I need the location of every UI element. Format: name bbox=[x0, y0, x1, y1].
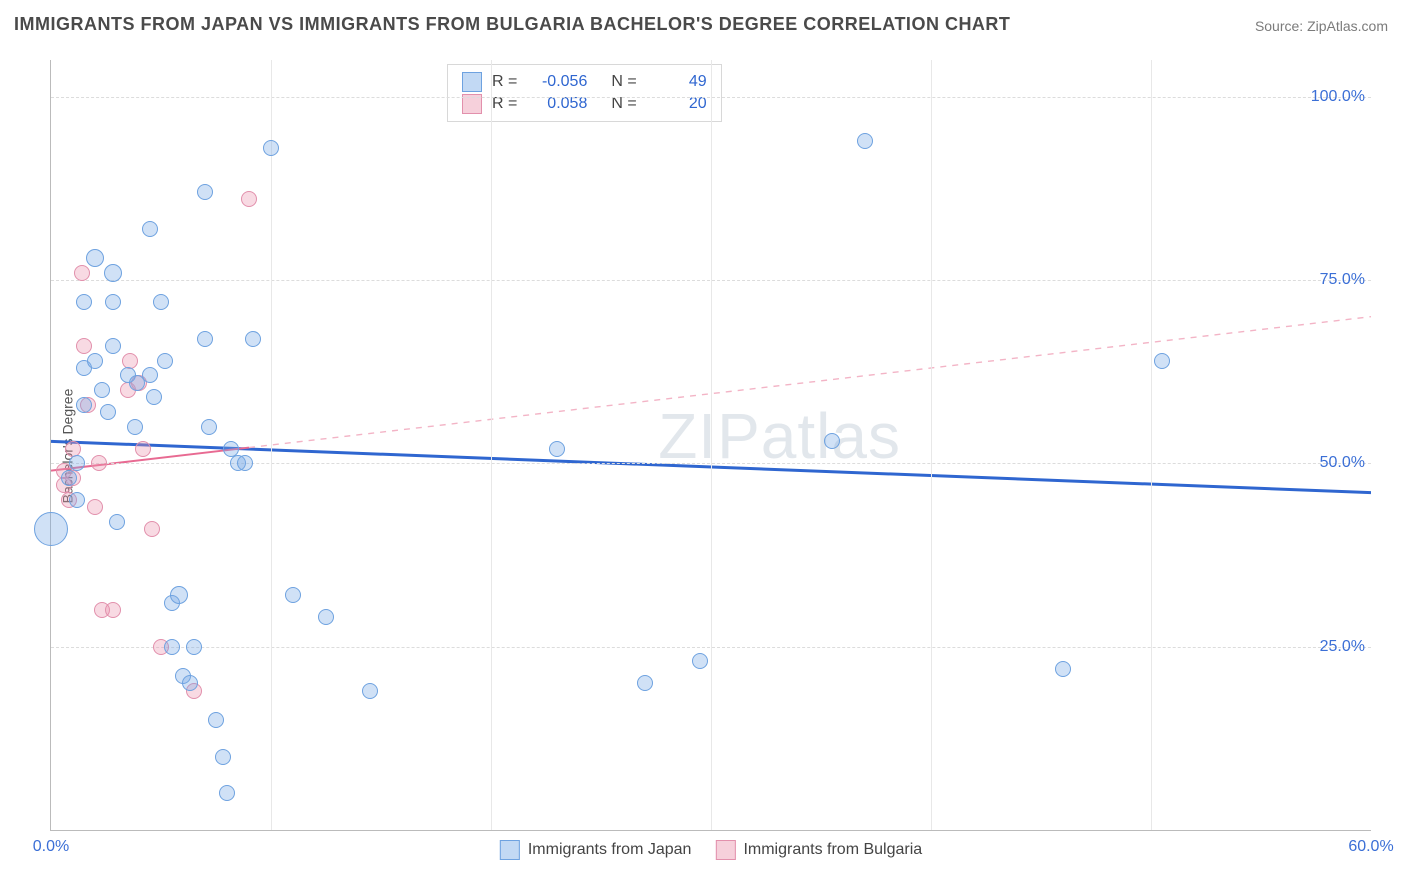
data-point bbox=[549, 441, 565, 457]
data-point bbox=[263, 140, 279, 156]
data-point bbox=[201, 419, 217, 435]
data-point bbox=[318, 609, 334, 625]
data-point bbox=[61, 470, 77, 486]
chart-title: IMMIGRANTS FROM JAPAN VS IMMIGRANTS FROM… bbox=[14, 14, 1010, 35]
data-point bbox=[142, 221, 158, 237]
data-point bbox=[109, 514, 125, 530]
data-point bbox=[69, 455, 85, 471]
data-point bbox=[87, 499, 103, 515]
gridline-v bbox=[271, 60, 272, 830]
chart-source: Source: ZipAtlas.com bbox=[1255, 18, 1388, 34]
legend-swatch bbox=[500, 840, 520, 860]
data-point bbox=[34, 512, 68, 546]
data-point bbox=[76, 397, 92, 413]
legend-swatch bbox=[462, 72, 482, 92]
legend-swatch bbox=[715, 840, 735, 860]
data-point bbox=[87, 353, 103, 369]
data-point bbox=[197, 184, 213, 200]
data-point bbox=[824, 433, 840, 449]
gridline-v bbox=[931, 60, 932, 830]
data-point bbox=[215, 749, 231, 765]
data-point bbox=[94, 382, 110, 398]
data-point bbox=[157, 353, 173, 369]
legend-n-label: N = bbox=[611, 71, 636, 93]
plot-area: ZIPatlas R =-0.056N =49R =0.058N =20 Imm… bbox=[50, 60, 1371, 831]
y-tick-label: 25.0% bbox=[1320, 638, 1365, 656]
data-point bbox=[127, 419, 143, 435]
data-point bbox=[146, 389, 162, 405]
data-point bbox=[104, 264, 122, 282]
legend-n-value: 49 bbox=[647, 71, 707, 93]
data-point bbox=[197, 331, 213, 347]
legend-series-item: Immigrants from Japan bbox=[500, 840, 692, 860]
data-point bbox=[164, 639, 180, 655]
x-tick-label: 60.0% bbox=[1348, 838, 1393, 856]
legend-series-item: Immigrants from Bulgaria bbox=[715, 840, 922, 860]
data-point bbox=[219, 785, 235, 801]
data-point bbox=[86, 249, 104, 267]
legend-series-label: Immigrants from Bulgaria bbox=[743, 841, 922, 858]
data-point bbox=[170, 586, 188, 604]
data-point bbox=[1154, 353, 1170, 369]
data-point bbox=[144, 521, 160, 537]
data-point bbox=[692, 653, 708, 669]
data-point bbox=[857, 133, 873, 149]
data-point bbox=[76, 294, 92, 310]
watermark: ZIPatlas bbox=[658, 399, 901, 473]
data-point bbox=[69, 492, 85, 508]
data-point bbox=[65, 441, 81, 457]
data-point bbox=[186, 639, 202, 655]
data-point bbox=[91, 455, 107, 471]
data-point bbox=[182, 675, 198, 691]
legend-r-value: -0.056 bbox=[527, 71, 587, 93]
data-point bbox=[241, 191, 257, 207]
legend-series: Immigrants from Japan Immigrants from Bul… bbox=[500, 840, 922, 860]
legend-stat-row: R = -0.056 N = 49 bbox=[462, 71, 707, 93]
chart-container: IMMIGRANTS FROM JAPAN VS IMMIGRANTS FROM… bbox=[0, 0, 1406, 892]
data-point bbox=[245, 331, 261, 347]
data-point bbox=[208, 712, 224, 728]
data-point bbox=[135, 441, 151, 457]
data-point bbox=[76, 338, 92, 354]
data-point bbox=[74, 265, 90, 281]
y-tick-label: 75.0% bbox=[1320, 271, 1365, 289]
data-point bbox=[105, 602, 121, 618]
data-point bbox=[142, 367, 158, 383]
data-point bbox=[122, 353, 138, 369]
legend-stats: R =-0.056N =49R =0.058N =20 bbox=[447, 64, 722, 122]
data-point bbox=[100, 404, 116, 420]
y-tick-label: 50.0% bbox=[1320, 454, 1365, 472]
data-point bbox=[105, 294, 121, 310]
data-point bbox=[285, 587, 301, 603]
data-point bbox=[153, 294, 169, 310]
legend-series-label: Immigrants from Japan bbox=[528, 841, 692, 858]
gridline-v bbox=[711, 60, 712, 830]
data-point bbox=[237, 455, 253, 471]
gridline-v bbox=[491, 60, 492, 830]
data-point bbox=[362, 683, 378, 699]
y-tick-label: 100.0% bbox=[1311, 88, 1365, 106]
legend-r-label: R = bbox=[492, 71, 517, 93]
data-point bbox=[105, 338, 121, 354]
x-tick-label: 0.0% bbox=[33, 838, 69, 856]
gridline-v bbox=[1151, 60, 1152, 830]
data-point bbox=[223, 441, 239, 457]
data-point bbox=[637, 675, 653, 691]
data-point bbox=[1055, 661, 1071, 677]
